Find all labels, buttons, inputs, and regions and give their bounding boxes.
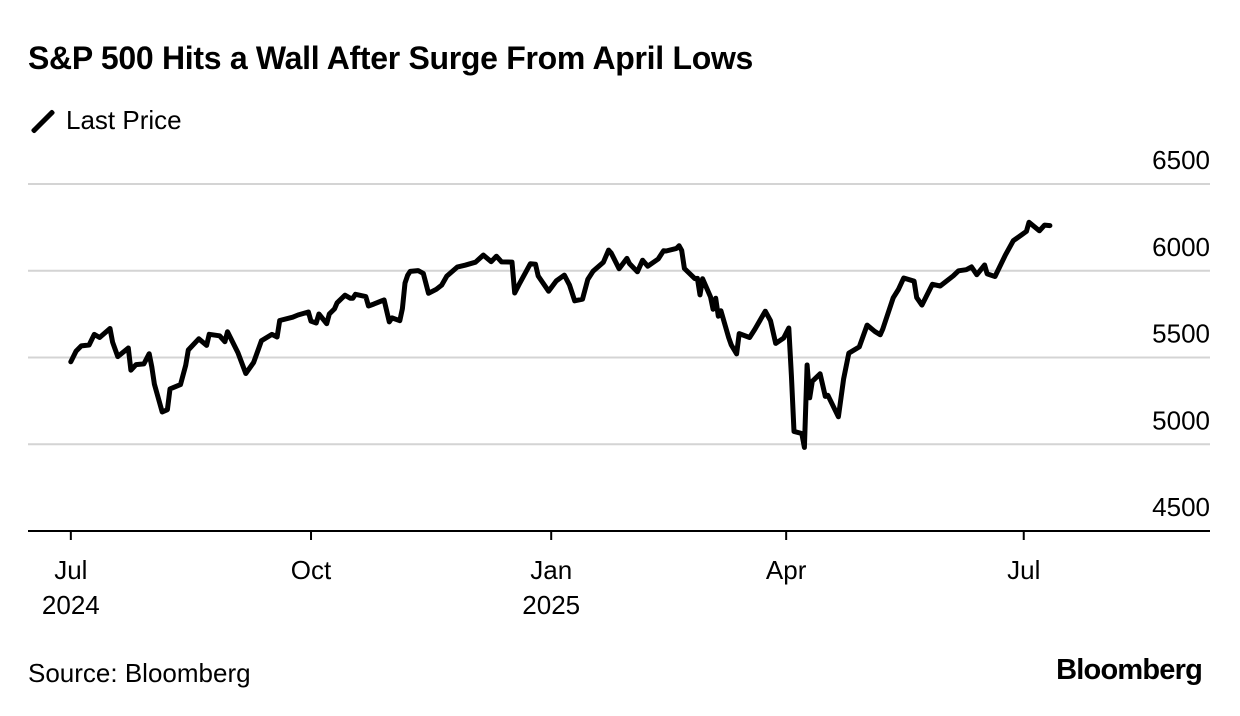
y-tick-label: 5000 (1152, 405, 1210, 435)
series-line-last-price (68, 219, 1053, 450)
x-tick-year-label: 2025 (522, 590, 580, 620)
brand-logo: Bloomberg (1056, 654, 1203, 686)
legend: Last Price (30, 105, 182, 136)
legend-label: Last Price (66, 105, 182, 135)
x-tick-year-label: 2024 (42, 590, 100, 620)
y-tick-label: 5500 (1152, 319, 1210, 349)
x-tick-label: Jan (530, 555, 572, 585)
source-note: Source: Bloomberg (28, 658, 251, 688)
x-tick-label: Jul (54, 555, 87, 585)
x-tick-label: Jul (1007, 555, 1040, 585)
x-tick-label: Apr (766, 555, 807, 585)
chart-title: S&P 500 Hits a Wall After Surge From Apr… (28, 40, 754, 76)
y-tick-label: 6500 (1152, 145, 1210, 175)
x-tick-label: Oct (291, 555, 332, 585)
y-tick-label: 6000 (1152, 232, 1210, 262)
y-tick-label: 4500 (1152, 492, 1210, 522)
